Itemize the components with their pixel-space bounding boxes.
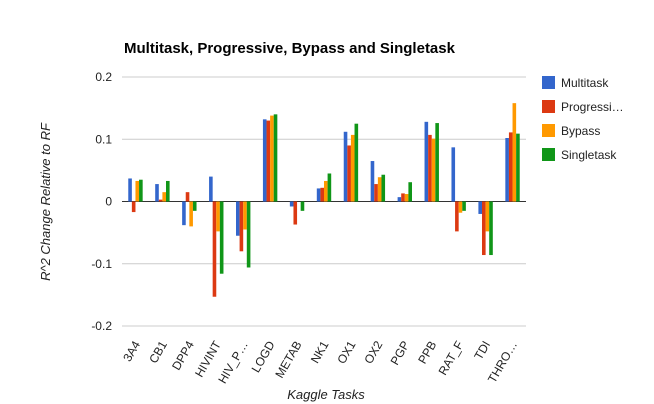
bar-bypass-3a4 — [135, 180, 140, 202]
bar-singletask-logd — [273, 114, 278, 202]
bar-singletask-nk1 — [327, 173, 332, 202]
bar-bypass-ppb — [431, 138, 436, 202]
bar-singletask-ox2 — [381, 174, 386, 202]
bar-multitask-tdi — [478, 201, 482, 214]
x-tick-label: PGP — [388, 339, 413, 368]
y-tick-label: 0.2 — [95, 70, 112, 84]
y-axis-ticks: 0.2 0.1 0 -0.1 -0.2 — [91, 70, 112, 333]
bar-singletask-3a4 — [139, 179, 143, 202]
bar-progressi-hivint — [212, 201, 217, 297]
bar-progressi-ox2 — [374, 184, 378, 202]
chart-title: Multitask, Progressive, Bypass and Singl… — [124, 40, 456, 57]
legend-swatch — [542, 124, 555, 137]
x-tick-label: LOGD — [249, 338, 278, 375]
bar-singletask-hivint — [219, 201, 224, 274]
x-tick-label: METAB — [272, 339, 304, 381]
bar-progressi-thro — [508, 132, 513, 202]
bar-multitask-pgp — [397, 197, 402, 202]
x-tick-label: DPP4 — [169, 338, 197, 372]
y-tick-label: -0.1 — [91, 257, 112, 271]
bar-singletask-thro — [516, 133, 520, 202]
bar-bypass-hivint — [216, 201, 220, 232]
bar-singletask-ppb — [435, 123, 439, 202]
bar-multitask-hivp — [236, 201, 240, 236]
bar-multitask-ppb — [424, 121, 429, 202]
bar-progressi-ox1 — [347, 145, 351, 202]
bar-bypass-hivp — [243, 201, 247, 230]
bar-multitask-ratf — [451, 147, 456, 202]
bar-multitask-nk1 — [316, 188, 321, 202]
bar-singletask-cb1 — [166, 180, 170, 202]
x-tick-label: 3A4 — [120, 338, 143, 364]
x-axis-label: Kaggle Tasks — [287, 387, 365, 402]
bar-singletask-ox1 — [354, 123, 359, 202]
legend-swatch — [542, 76, 555, 89]
y-axis-label: R^2 Change Relative to RF — [38, 122, 53, 281]
bar-progressi-dpp4 — [185, 192, 190, 202]
x-tick-label: OX2 — [361, 338, 385, 366]
bar-progressi-tdi — [482, 201, 486, 256]
bar-multitask-hivint — [209, 176, 213, 202]
legend-label: Progressi… — [561, 100, 624, 114]
bar-progressi-nk1 — [320, 187, 324, 202]
bar-multitask-cb1 — [155, 184, 159, 202]
bar-singletask-tdi — [489, 201, 493, 256]
legend-swatch — [542, 100, 555, 113]
legend: Multitask Progressi… Bypass Singletask — [542, 76, 624, 162]
x-tick-label: RAT_F — [436, 339, 467, 378]
bar-bypass-ox1 — [350, 134, 355, 202]
bar-bypass-cb1 — [162, 192, 166, 202]
x-tick-label: PPB — [415, 339, 439, 367]
x-tick-label: CB1 — [146, 338, 170, 365]
legend-label: Bypass — [561, 124, 600, 138]
bar-singletask-pgp — [408, 182, 412, 202]
x-tick-label: OX1 — [334, 338, 358, 366]
bar-singletask-metab — [300, 201, 305, 211]
bar-multitask-dpp4 — [182, 201, 186, 226]
bar-singletask-dpp4 — [192, 201, 197, 211]
bar-bypass-tdi — [485, 201, 490, 232]
bar-bypass-logd — [270, 115, 274, 202]
legend-label: Multitask — [561, 76, 609, 90]
x-tick-label: NK1 — [308, 338, 332, 365]
y-tick-label: 0.1 — [95, 132, 112, 146]
bar-bypass-dpp4 — [189, 201, 193, 227]
bar-multitask-thro — [505, 138, 509, 202]
bar-singletask-hivp — [246, 201, 251, 268]
bar-progressi-ratf — [455, 201, 459, 232]
bars — [128, 103, 520, 297]
bar-bypass-nk1 — [324, 180, 328, 202]
bar-progressi-metab — [293, 201, 298, 225]
bar-bypass-ox2 — [377, 177, 382, 202]
bar-multitask-logd — [262, 119, 267, 202]
bar-bypass-ratf — [458, 201, 463, 213]
bar-progressi-3a4 — [131, 201, 136, 213]
bar-progressi-hivp — [239, 201, 244, 252]
bar-multitask-metab — [289, 201, 294, 207]
bar-multitask-ox2 — [370, 161, 375, 202]
bar-progressi-cb1 — [158, 199, 163, 202]
bar-multitask-3a4 — [128, 178, 132, 202]
legend-swatch — [542, 148, 555, 161]
bar-progressi-ppb — [428, 134, 432, 202]
bar-singletask-ratf — [462, 201, 466, 211]
bar-progressi-logd — [266, 120, 271, 202]
legend-label: Singletask — [561, 148, 617, 162]
bar-bypass-pgp — [404, 194, 409, 202]
bar-multitask-ox1 — [343, 131, 348, 202]
y-tick-label: -0.2 — [91, 319, 112, 333]
y-tick-label: 0 — [105, 195, 112, 209]
bar-progressi-pgp — [401, 193, 405, 202]
bar-bypass-thro — [512, 103, 517, 202]
x-tick-label: TDI — [471, 339, 493, 363]
